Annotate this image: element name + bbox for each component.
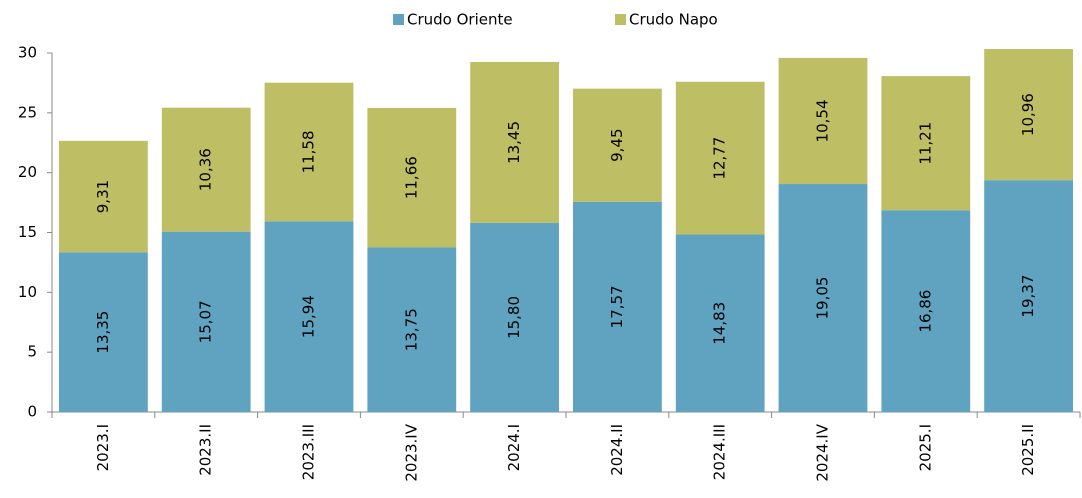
bar-segment: [881, 76, 971, 211]
x-tick-label: 2024.IV: [814, 423, 832, 481]
bar-segment: [161, 107, 251, 232]
x-tick-label: 2023.IV: [402, 423, 420, 481]
x-tick-label: 2025.I: [916, 424, 934, 471]
bar-segment: [470, 61, 559, 223]
legend-label: Crudo Napo: [629, 11, 718, 29]
x-tick-label: 2023.II: [197, 424, 215, 476]
y-tick-label: 15: [18, 223, 37, 241]
bar-segment: [573, 201, 662, 412]
y-tick-label: 10: [18, 283, 37, 301]
bar-segment: [984, 180, 1073, 412]
legend-label: Crudo Oriente: [407, 11, 513, 29]
value-label: 10,96: [1019, 93, 1037, 136]
value-label: 15,94: [300, 295, 318, 338]
value-label: 9,31: [94, 180, 112, 213]
value-label: 15,80: [505, 296, 523, 339]
bar-segment: [778, 57, 868, 185]
x-tick-label: 2024.II: [608, 424, 626, 476]
legend-swatch: [615, 14, 626, 25]
y-tick-label: 25: [18, 103, 37, 121]
bar-segment: [264, 221, 354, 412]
x-tick-label: 2023.I: [94, 424, 112, 471]
x-tick-label: 2025.II: [1019, 424, 1037, 476]
y-tick-label: 20: [18, 163, 37, 181]
x-tick-label: 2023.III: [300, 424, 318, 480]
bar-segment: [264, 82, 354, 222]
value-label: 19,05: [814, 277, 832, 320]
value-label: 11,58: [300, 130, 318, 173]
bar-segment: [984, 49, 1073, 181]
value-label: 16,86: [916, 290, 934, 333]
bar-segment: [675, 234, 765, 412]
bar-segment: [470, 222, 559, 412]
y-tick-label: 0: [27, 403, 37, 421]
bar-segment: [675, 81, 765, 235]
value-label: 11,21: [916, 122, 934, 165]
value-label: 10,36: [197, 148, 215, 191]
bar-segment: [881, 210, 971, 412]
value-label: 17,57: [608, 285, 626, 328]
x-tick-label: 2024.III: [711, 424, 729, 480]
value-label: 12,77: [711, 137, 729, 180]
bar-segment: [367, 247, 457, 412]
value-label: 9,45: [608, 129, 626, 162]
bar-segment: [59, 140, 148, 253]
y-tick-label: 5: [27, 343, 37, 361]
value-label: 13,75: [402, 308, 420, 351]
y-tick-label: 30: [18, 44, 37, 62]
value-label: 11,66: [402, 156, 420, 199]
bar-segment: [573, 88, 662, 202]
value-label: 14,83: [711, 302, 729, 345]
bar-segment: [778, 184, 868, 412]
value-label: 13,35: [94, 311, 112, 354]
bar-segment: [367, 107, 457, 248]
bar-segment: [161, 231, 251, 412]
value-label: 15,07: [197, 300, 215, 343]
x-tick-label: 2024.I: [505, 424, 523, 471]
value-label: 10,54: [814, 99, 832, 142]
value-label: 13,45: [505, 121, 523, 164]
bar-segment: [59, 252, 148, 412]
legend-swatch: [393, 14, 404, 25]
value-label: 19,37: [1019, 275, 1037, 318]
